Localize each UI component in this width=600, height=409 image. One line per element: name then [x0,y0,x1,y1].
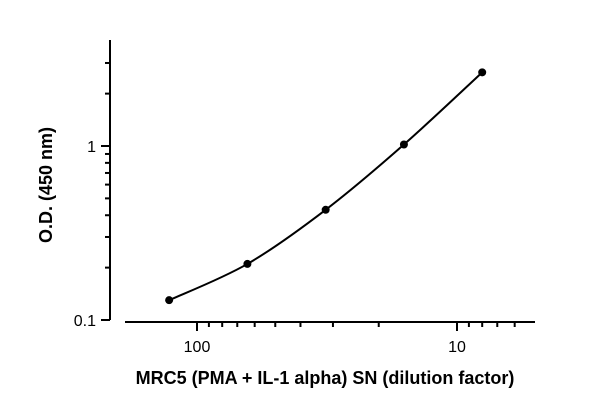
x-axis-label: MRC5 (PMA + IL-1 alpha) SN (dilution fac… [136,368,515,388]
data-point [165,296,174,305]
y-tick-label: 0.1 [74,313,96,330]
y-tick-label: 1 [87,139,96,156]
fit-curve [168,71,483,302]
x-tick-label: 100 [184,339,211,356]
data-point [321,205,330,214]
y-axis-label: O.D. (450 nm) [36,127,56,243]
data-point [478,68,487,77]
data-point [243,259,252,268]
plot-area [165,68,487,305]
data-point [399,140,408,149]
x-axis: 100 10 [125,321,535,356]
y-axis: 10.1 [74,40,111,330]
x-tick-label: 10 [448,339,466,356]
